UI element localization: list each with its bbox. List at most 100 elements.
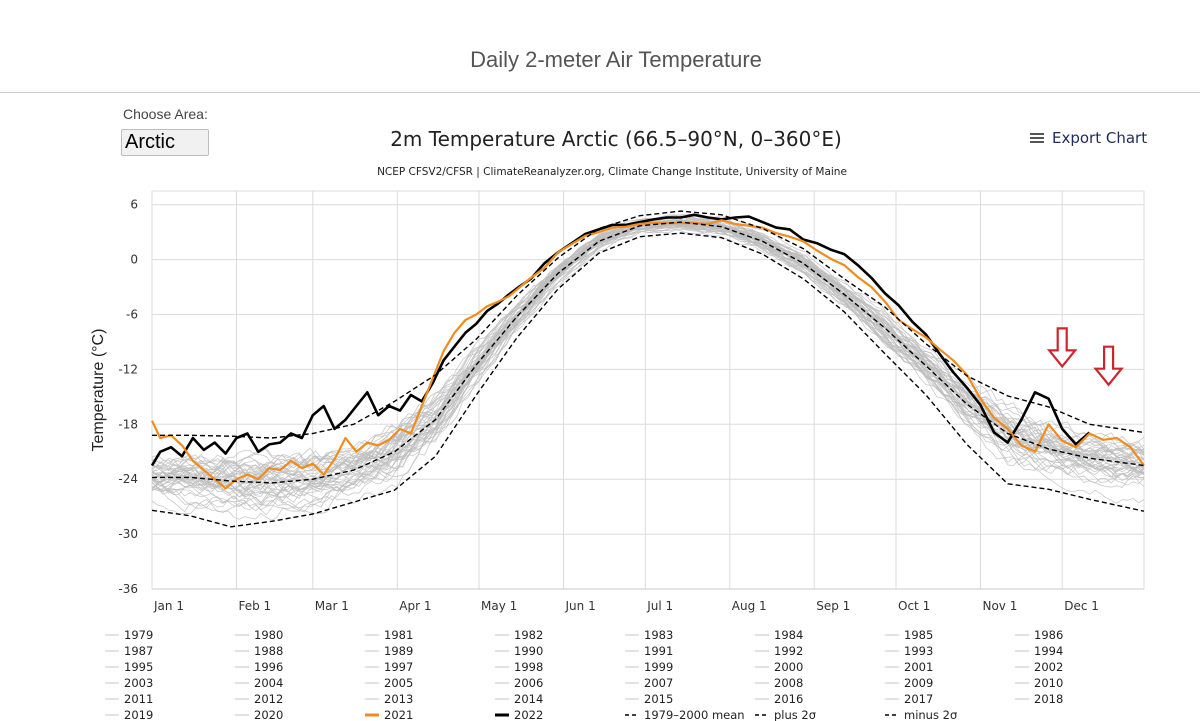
legend-item[interactable]: minus 2σ (885, 708, 957, 721)
series-line-background (151, 221, 1145, 486)
legend-label: 2016 (774, 692, 803, 706)
legend-item[interactable]: 2022 (495, 708, 543, 721)
arrow-down-annotation (1093, 345, 1124, 387)
legend-item[interactable]: 1983 (625, 628, 673, 642)
legend-item[interactable]: 1984 (755, 628, 803, 642)
legend-item[interactable]: 2005 (365, 676, 413, 690)
legend-label: 1981 (384, 628, 413, 642)
legend-item[interactable]: 2004 (235, 676, 283, 690)
legend-item[interactable]: 2000 (755, 660, 803, 674)
legend-item[interactable]: 2001 (885, 660, 933, 674)
legend-item[interactable]: 1995 (105, 660, 153, 674)
x-tick-label: Jan 1 (153, 599, 184, 613)
legend-item[interactable]: 2016 (755, 692, 803, 706)
export-chart-button[interactable]: Export Chart (1030, 129, 1147, 147)
legend-label: 1994 (1034, 644, 1063, 658)
legend-item[interactable]: plus 2σ (755, 708, 816, 721)
legend-item[interactable]: 1985 (885, 628, 933, 642)
legend-label: 1996 (254, 660, 283, 674)
legend-label: 2011 (124, 692, 153, 706)
legend-label: 2001 (904, 660, 933, 674)
legend-label: 2022 (514, 708, 543, 721)
legend-label: 2007 (644, 676, 673, 690)
legend-item[interactable]: 1998 (495, 660, 543, 674)
legend-item[interactable]: 1997 (365, 660, 413, 674)
x-tick-label: Nov 1 (982, 599, 1017, 613)
legend-label: 2008 (774, 676, 803, 690)
legend-label: 1988 (254, 644, 283, 658)
series-line-background (151, 223, 1145, 500)
x-tick-label: Jul 1 (646, 599, 673, 613)
legend-item[interactable]: 1996 (235, 660, 283, 674)
legend-label: 1992 (774, 644, 803, 658)
legend-label: minus 2σ (904, 708, 957, 721)
legend-label: 2019 (124, 708, 153, 721)
legend-label: 1995 (124, 660, 153, 674)
legend-item[interactable]: 2012 (235, 692, 283, 706)
legend-item[interactable]: 1999 (625, 660, 673, 674)
legend-item[interactable]: 2002 (1015, 660, 1063, 674)
legend-label: 2009 (904, 676, 933, 690)
legend-item[interactable]: 1990 (495, 644, 543, 658)
legend-item[interactable]: 1988 (235, 644, 283, 658)
legend-label: 2018 (1034, 692, 1063, 706)
series-line-background (151, 225, 1145, 490)
legend-item[interactable]: 2010 (1015, 676, 1063, 690)
series-line-background (151, 222, 1145, 504)
x-tick-label: Aug 1 (732, 599, 767, 613)
arrow-down-annotation (1046, 327, 1078, 369)
legend-label: 1997 (384, 660, 413, 674)
chart-title: 2m Temperature Arctic (66.5–90°N, 0–360°… (390, 127, 842, 151)
legend-label: 2021 (384, 708, 413, 721)
legend-label: 2020 (254, 708, 283, 721)
legend-item[interactable]: 1986 (1015, 628, 1063, 642)
legend-item[interactable]: 1993 (885, 644, 933, 658)
series-line-background (151, 222, 1145, 491)
legend-item[interactable]: 1981 (365, 628, 413, 642)
legend-label: 2000 (774, 660, 803, 674)
legend-item[interactable]: 1991 (625, 644, 673, 658)
legend-label: 2002 (1034, 660, 1063, 674)
legend-item[interactable]: 2021 (365, 708, 413, 721)
x-tick-label: Feb 1 (238, 599, 271, 613)
legend-label: 2017 (904, 692, 933, 706)
x-tick-label: Jun 1 (565, 599, 596, 613)
legend-item[interactable]: 1987 (105, 644, 153, 658)
series-line-background (151, 221, 1145, 493)
legend-label: 1983 (644, 628, 673, 642)
legend-label: 2015 (644, 692, 673, 706)
series-line-minus-2- (151, 232, 1145, 528)
area-select[interactable]: Arctic (121, 129, 209, 156)
y-tick-label: 0 (130, 253, 138, 267)
legend-item[interactable]: 2015 (625, 692, 673, 706)
y-tick-label: -12 (118, 362, 138, 376)
legend-item[interactable]: 1982 (495, 628, 543, 642)
legend-item[interactable]: 1994 (1015, 644, 1063, 658)
legend-label: 1987 (124, 644, 153, 658)
legend-label: 1984 (774, 628, 803, 642)
legend-item[interactable]: 2011 (105, 692, 153, 706)
legend-item[interactable]: 2020 (235, 708, 283, 721)
legend-item[interactable]: 2014 (495, 692, 543, 706)
legend-item[interactable]: 1980 (235, 628, 283, 642)
legend-item[interactable]: 2008 (755, 676, 803, 690)
legend-item[interactable]: 2009 (885, 676, 933, 690)
legend-label: 2005 (384, 676, 413, 690)
legend-item[interactable]: 2019 (105, 708, 153, 721)
legend-item[interactable]: 1979–2000 mean (625, 708, 745, 721)
legend-label: 1982 (514, 628, 543, 642)
legend-item[interactable]: 2018 (1015, 692, 1063, 706)
series-line-background (151, 222, 1145, 497)
legend-item[interactable]: 2017 (885, 692, 933, 706)
legend-label: 1990 (514, 644, 543, 658)
legend-item[interactable]: 2007 (625, 676, 673, 690)
legend-label: 1998 (514, 660, 543, 674)
page-title: Daily 2-meter Air Temperature (470, 47, 762, 72)
legend-item[interactable]: 2006 (495, 676, 543, 690)
legend-label: 2013 (384, 692, 413, 706)
legend-item[interactable]: 1979 (105, 628, 153, 642)
legend-item[interactable]: 1992 (755, 644, 803, 658)
legend-item[interactable]: 2013 (365, 692, 413, 706)
legend-item[interactable]: 1989 (365, 644, 413, 658)
legend-item[interactable]: 2003 (105, 676, 153, 690)
